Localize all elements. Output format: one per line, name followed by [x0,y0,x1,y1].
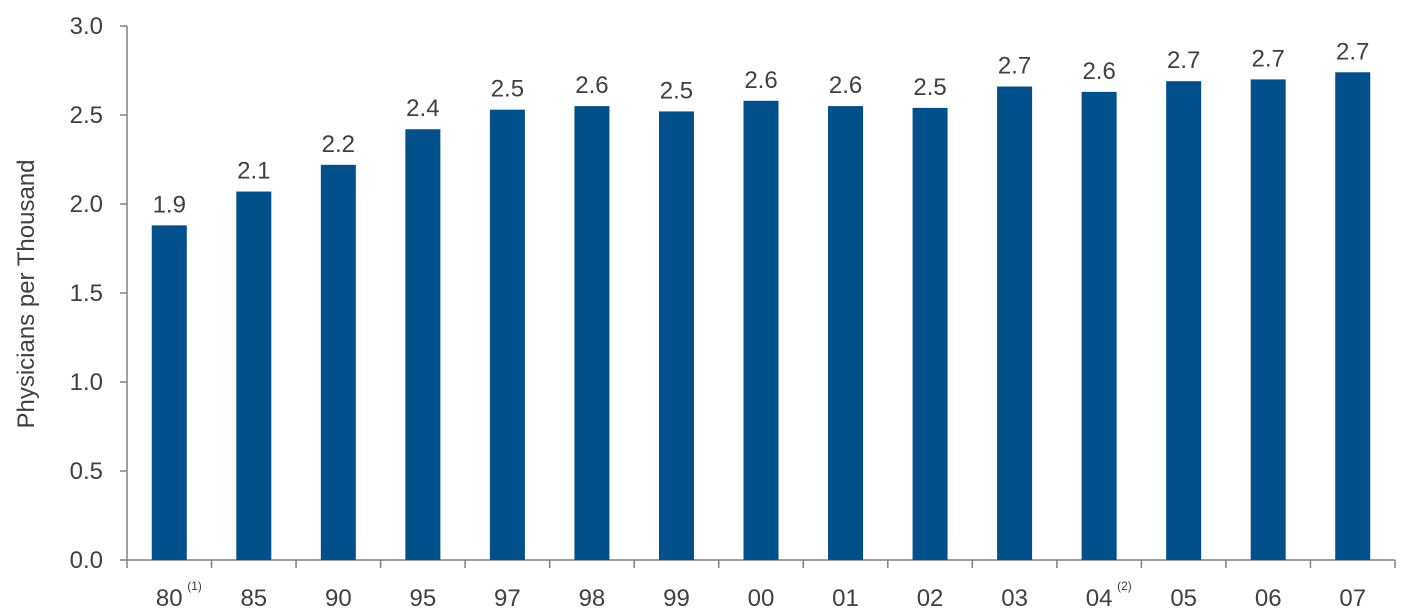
bar [912,107,948,560]
data-label: 2.5 [660,77,693,104]
data-label: 2.6 [575,72,608,99]
data-label: 2.7 [1252,45,1285,72]
x-tick-label: 06 [1255,585,1282,612]
data-label: 2.5 [491,76,524,103]
bar [151,225,187,561]
y-tick-label: 2.0 [70,191,103,218]
x-tick-label: 05 [1170,585,1197,612]
x-tick-label: 07 [1339,585,1366,612]
y-axis-title: Physicians per Thousand [13,159,40,428]
x-tick-label: 85 [240,585,267,612]
x-tick-footnote: (2) [1117,579,1132,593]
data-labels: 1.9 2.1 2.2 2.4 2.5 2.6 2.5 2.6 2.6 2.5 2.7 2.6 2.7 2… [153,38,1370,218]
x-tick-label: 03 [1001,585,1028,612]
bar [236,191,272,561]
y-axis: 0.0 0.5 1.0 1.5 2.0 2.5 3.0 [70,13,128,574]
bar [743,100,779,560]
y-tick-label: 0.0 [70,547,103,574]
data-label: 2.7 [998,53,1031,80]
x-tick-label: 95 [410,585,437,612]
x-tick-label: 04 [1086,585,1113,612]
data-label: 1.9 [153,191,186,218]
bar [1081,91,1117,561]
bar [1166,81,1202,561]
data-label: 2.4 [406,95,439,122]
x-tick-label: 00 [748,585,775,612]
y-tick-label: 1.0 [70,369,103,396]
bar [1250,79,1286,561]
y-tick-label: 2.5 [70,102,103,129]
x-tick-label: 01 [832,585,859,612]
bar [1335,72,1371,560]
data-label: 2.1 [237,158,270,185]
bar [828,106,864,560]
x-tick-label: 99 [663,585,690,612]
bar [405,129,441,561]
x-tick-label: 90 [325,585,352,612]
x-axis: 80 (1) 85 90 95 97 98 99 00 01 02 03 04 (2) 05 06 07 [126,559,1396,612]
data-label: 2.5 [913,74,946,101]
y-tick-label: 1.5 [70,280,103,307]
bar [320,164,356,560]
y-tick-label: 0.5 [70,458,103,485]
bar [489,109,525,560]
y-tick-label: 3.0 [70,13,103,40]
data-label: 2.6 [1082,58,1115,85]
data-label: 2.2 [322,131,355,158]
bar [574,106,610,560]
data-label: 2.6 [829,72,862,99]
x-tick-label: 97 [494,585,521,612]
bars [151,72,1371,561]
data-label: 2.7 [1167,47,1200,74]
x-tick-label: 80 [156,585,183,612]
x-tick-footnote: (1) [187,579,202,593]
x-tick-label: 02 [917,585,944,612]
data-label: 2.6 [744,67,777,94]
bar [658,111,694,560]
x-tick-label: 98 [579,585,606,612]
data-label: 2.7 [1336,38,1369,65]
bar [997,86,1033,561]
